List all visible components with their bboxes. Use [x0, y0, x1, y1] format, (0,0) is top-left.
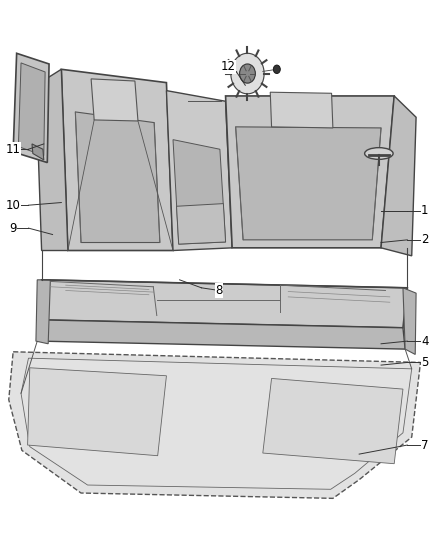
Text: 11: 11: [6, 143, 21, 156]
Polygon shape: [177, 204, 226, 244]
Polygon shape: [381, 96, 416, 256]
Polygon shape: [263, 378, 403, 464]
Polygon shape: [36, 69, 68, 251]
Polygon shape: [231, 53, 264, 94]
Polygon shape: [9, 352, 420, 498]
Text: 8: 8: [215, 284, 223, 297]
Text: 1: 1: [421, 204, 429, 217]
Text: 7: 7: [421, 439, 429, 451]
Polygon shape: [28, 368, 166, 456]
Polygon shape: [226, 96, 394, 248]
Text: 9: 9: [9, 222, 17, 235]
Polygon shape: [37, 320, 405, 349]
Text: 12: 12: [220, 60, 235, 73]
Polygon shape: [270, 92, 333, 128]
Polygon shape: [173, 140, 226, 244]
Circle shape: [273, 65, 280, 74]
Polygon shape: [75, 112, 160, 243]
Text: 10: 10: [6, 199, 21, 212]
Polygon shape: [37, 280, 407, 328]
Polygon shape: [91, 79, 138, 121]
Polygon shape: [36, 280, 50, 344]
Polygon shape: [403, 288, 416, 354]
Text: 4: 4: [421, 335, 429, 348]
Polygon shape: [236, 127, 381, 240]
Ellipse shape: [364, 148, 393, 159]
Polygon shape: [13, 53, 49, 163]
Text: 5: 5: [421, 356, 428, 369]
Circle shape: [240, 64, 255, 83]
Text: 2: 2: [421, 233, 429, 246]
Polygon shape: [32, 144, 44, 160]
Polygon shape: [18, 63, 45, 156]
Polygon shape: [166, 91, 232, 251]
Polygon shape: [61, 69, 173, 251]
